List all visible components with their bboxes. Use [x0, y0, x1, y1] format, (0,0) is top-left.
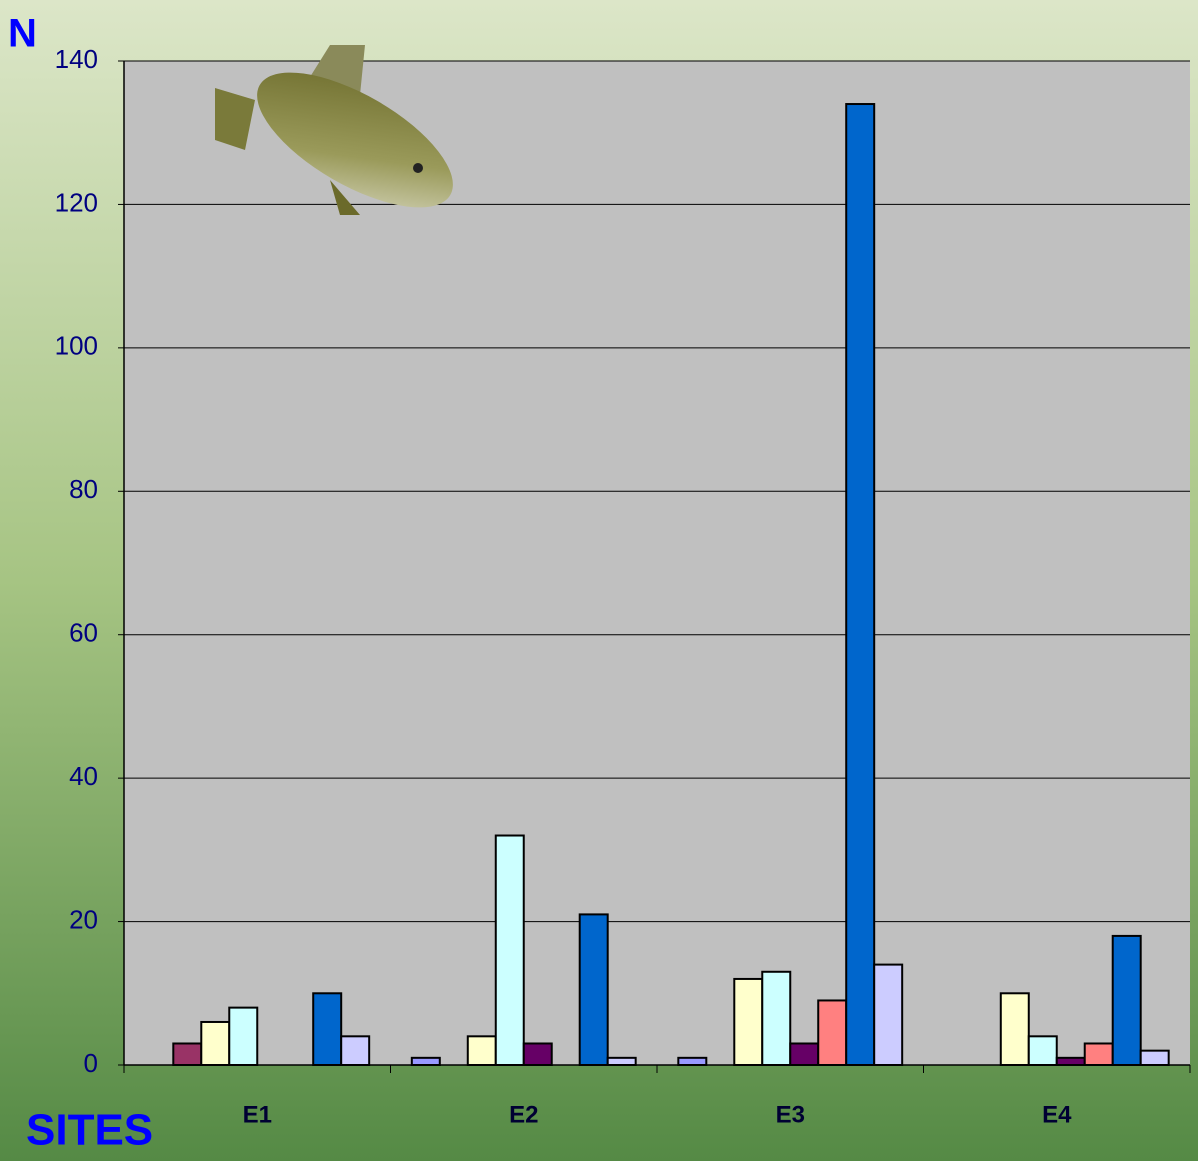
bar — [496, 836, 524, 1065]
bar — [846, 104, 874, 1065]
chart: N SITES 0 20 40 60 80 100 120 140 E1 E2 E3 E4 — [0, 0, 1198, 1161]
bar — [1029, 1036, 1057, 1065]
bar — [468, 1036, 496, 1065]
bar — [874, 965, 902, 1065]
bar — [1113, 936, 1141, 1065]
bar — [678, 1058, 706, 1065]
bar — [734, 979, 762, 1065]
bar — [580, 914, 608, 1065]
bar — [1001, 993, 1029, 1065]
bar — [790, 1043, 818, 1065]
bar — [1141, 1051, 1169, 1065]
bar — [608, 1058, 636, 1065]
plot-area — [124, 61, 1190, 1065]
x-axis-label: SITES — [26, 1106, 153, 1155]
bar — [524, 1043, 552, 1065]
y-tick-label: 0 — [84, 1048, 98, 1078]
bar — [341, 1036, 369, 1065]
x-tick-label: E2 — [509, 1101, 538, 1128]
y-tick-label: 80 — [69, 474, 98, 504]
y-axis-label: N — [8, 12, 37, 56]
y-tick-label: 120 — [55, 187, 98, 217]
y-tick-label: 100 — [55, 331, 98, 361]
y-tick-label: 60 — [69, 618, 98, 648]
x-tick-label: E3 — [776, 1101, 805, 1128]
bar — [1057, 1058, 1085, 1065]
y-tick-label: 20 — [69, 904, 98, 934]
x-tick-label: E4 — [1042, 1101, 1072, 1128]
bar — [762, 972, 790, 1065]
bar — [229, 1008, 257, 1065]
bar — [201, 1022, 229, 1065]
bar — [818, 1000, 846, 1065]
bar — [412, 1058, 440, 1065]
bar — [173, 1043, 201, 1065]
y-tick-label: 140 — [55, 44, 98, 74]
fish-eye — [413, 163, 423, 173]
bar — [313, 993, 341, 1065]
x-tick-label: E1 — [243, 1101, 272, 1128]
bar — [1085, 1043, 1113, 1065]
y-tick-label: 40 — [69, 761, 98, 791]
